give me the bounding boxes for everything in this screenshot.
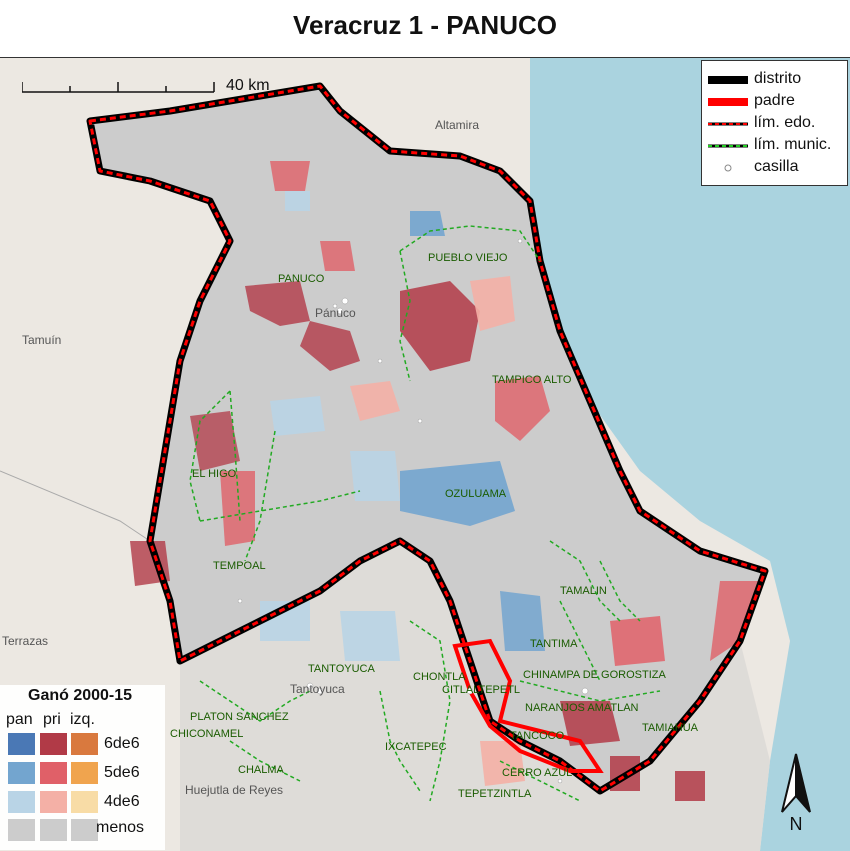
place-terrazas: Terrazas xyxy=(2,634,48,648)
precinct-pri[interactable] xyxy=(400,281,480,371)
precinct-pri[interactable] xyxy=(675,771,705,801)
precinct-pri[interactable] xyxy=(610,616,665,666)
north-label: N xyxy=(790,814,803,832)
parent-boundary xyxy=(452,638,604,773)
muni-label: TEMPOAL xyxy=(213,560,266,572)
precinct-pri[interactable] xyxy=(190,411,240,471)
place-altamira: Altamira xyxy=(435,118,479,132)
precinct-izq[interactable] xyxy=(350,381,400,421)
scale-bar xyxy=(22,78,222,94)
legend-item-lim-munic: lím. munic. xyxy=(702,136,847,158)
municipal-line-icon xyxy=(708,144,748,148)
muni-label: TAMPICO ALTO xyxy=(492,374,572,386)
muni-label: CHICONAMEL xyxy=(170,728,243,740)
precinct-pri[interactable] xyxy=(245,281,310,326)
map-legend: distrito padre lím. edo. lím. munic. cas… xyxy=(701,60,848,186)
muni-label: EL HIGO xyxy=(192,468,237,480)
swatch-izq-4de6 xyxy=(71,791,98,813)
muni-label: IXCATEPEC xyxy=(385,741,447,753)
scale-label: 40 km xyxy=(226,77,270,94)
winner-legend: Ganó 2000-15 pan pri izq. 6de6 5de6 4de6… xyxy=(0,685,165,850)
precinct-pan[interactable] xyxy=(500,591,545,651)
muni-label: TAMALIN xyxy=(560,585,607,597)
swatch-pri-6de6 xyxy=(40,733,67,755)
map-canvas[interactable]: Altamira Tamuín Terrazas Huejutla de Rey… xyxy=(0,57,850,851)
header-pan: pan xyxy=(6,711,33,728)
precinct-pan[interactable] xyxy=(410,211,445,236)
legend-item-casilla: casilla xyxy=(702,158,847,180)
row-label-6de6: 6de6 xyxy=(104,735,140,752)
casilla-dot-icon xyxy=(724,164,732,172)
muni-label: TANCOCO xyxy=(510,730,565,742)
gulf-of-mexico xyxy=(530,58,850,851)
muni-label: CHALMA xyxy=(238,764,285,776)
header-izq: izq. xyxy=(70,711,95,728)
swatch-pan-5de6 xyxy=(8,762,35,784)
row-label-4de6: 4de6 xyxy=(104,793,140,810)
precinct-pri[interactable] xyxy=(270,161,310,191)
row-label-5de6: 5de6 xyxy=(104,764,140,781)
precinct-pan[interactable] xyxy=(340,611,400,661)
precinct-izq[interactable] xyxy=(470,276,515,331)
place-panuco-town: Pánuco xyxy=(315,306,356,320)
row-label-menos: menos xyxy=(96,819,145,836)
parent-line-icon xyxy=(708,98,748,106)
legend-item-lim-edo: lím. edo. xyxy=(702,114,847,136)
muni-label: TANTOYUCA xyxy=(308,663,375,675)
winner-legend-title: Ganó 2000-15 xyxy=(28,687,133,704)
swatch-pan-6de6 xyxy=(8,733,35,755)
precinct-pri[interactable] xyxy=(320,241,355,271)
muni-label: PUEBLO VIEJO xyxy=(428,252,508,264)
north-arrow: N xyxy=(760,752,832,832)
swatch-izq-menos xyxy=(71,819,98,841)
muni-label: CHONTLA xyxy=(413,671,466,683)
state-limit-line xyxy=(88,84,767,793)
muni-label: TEPETZINTLA xyxy=(458,788,532,800)
swatch-pri-5de6 xyxy=(40,762,67,784)
precinct-pri[interactable] xyxy=(710,581,760,661)
precinct-pan[interactable] xyxy=(350,451,400,501)
precinct-pri[interactable] xyxy=(300,321,360,371)
map-svg[interactable]: Altamira Tamuín Terrazas Huejutla de Rey… xyxy=(0,58,850,851)
muni-label: OZULUAMA xyxy=(445,488,507,500)
state-line-icon xyxy=(708,122,748,126)
place-huejutla: Huejutla de Reyes xyxy=(185,783,283,797)
muni-label: CITLALTEPETL xyxy=(442,684,520,696)
north-arrow-icon: N xyxy=(781,753,811,832)
legend-item-distrito: distrito xyxy=(702,70,847,92)
legend-item-padre: padre xyxy=(702,92,847,114)
muni-label: PANUCO xyxy=(278,273,325,285)
place-tantoyuca-town: Tantoyuca xyxy=(290,682,345,696)
muni-label: TAMIAHUA xyxy=(642,722,699,734)
muni-label: CERRO AZUL xyxy=(502,767,572,779)
swatch-pan-menos xyxy=(8,819,35,841)
place-tamuin: Tamuín xyxy=(22,333,61,347)
district-line-icon xyxy=(708,76,748,84)
casilla-points xyxy=(237,238,589,784)
precinct-pri[interactable] xyxy=(560,701,620,746)
municipal-limits xyxy=(189,225,661,802)
muni-label: NARANJOS AMATLAN xyxy=(525,702,639,714)
swatch-pri-4de6 xyxy=(40,791,67,813)
swatch-izq-5de6 xyxy=(71,762,98,784)
precinct-izq[interactable] xyxy=(480,741,525,786)
district-area xyxy=(90,86,765,791)
swatch-pri-menos xyxy=(40,819,67,841)
precinct-pri[interactable] xyxy=(220,471,255,546)
swatch-pan-4de6 xyxy=(8,791,35,813)
precinct-pan[interactable] xyxy=(270,396,325,436)
header-pri: pri xyxy=(43,711,61,728)
muni-label: CHINAMPA DE GOROSTIZA xyxy=(523,669,666,681)
muni-label: PLATON SANCHEZ xyxy=(190,711,289,723)
precinct-pan[interactable] xyxy=(285,191,310,211)
precinct-pan[interactable] xyxy=(400,461,515,526)
map-title: Veracruz 1 - PANUCO xyxy=(293,10,557,40)
swatch-izq-6de6 xyxy=(71,733,98,755)
precinct-pri[interactable] xyxy=(495,376,550,441)
muni-label: TANTIMA xyxy=(530,638,578,650)
